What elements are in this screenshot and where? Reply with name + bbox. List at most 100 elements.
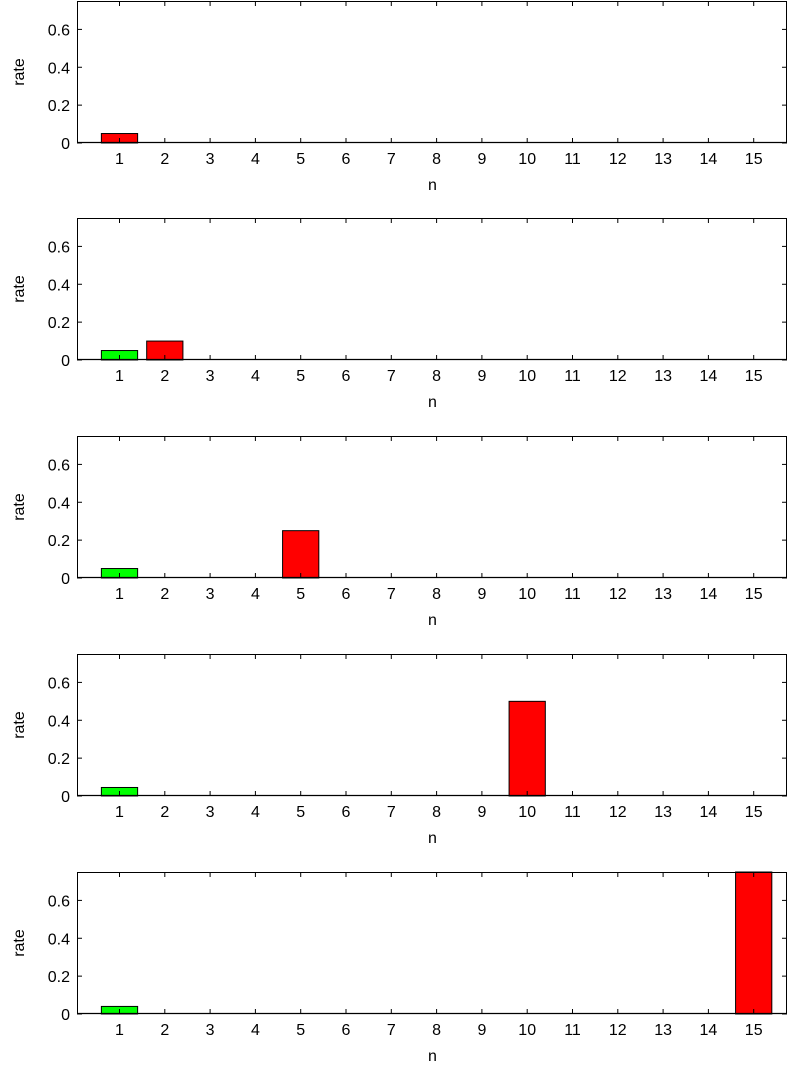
x-tick-label: 11 bbox=[564, 368, 581, 385]
y-tick-label: 0.6 bbox=[48, 893, 70, 910]
x-tick-label: 9 bbox=[477, 151, 486, 168]
x-tick-label: 12 bbox=[609, 586, 627, 603]
y-tick-label: 0.6 bbox=[48, 675, 70, 692]
x-tick-label: 4 bbox=[251, 151, 260, 168]
x-tick-label: 4 bbox=[251, 586, 260, 603]
plot-area bbox=[77, 218, 787, 360]
x-tick-label: 14 bbox=[700, 586, 718, 603]
x-tick-label: 10 bbox=[518, 151, 536, 168]
x-tick-label: 1 bbox=[115, 804, 124, 821]
plot-area bbox=[77, 654, 787, 796]
x-tick-label: 3 bbox=[206, 804, 215, 821]
plot-area bbox=[77, 436, 787, 578]
x-tick-label: 7 bbox=[387, 804, 396, 821]
x-tick-label: 1 bbox=[115, 151, 124, 168]
y-tick-label: 0 bbox=[61, 1007, 70, 1024]
axes-frame bbox=[77, 436, 787, 578]
x-tick-label: 3 bbox=[206, 586, 215, 603]
x-tick-label: 2 bbox=[160, 1022, 169, 1039]
axes-frame bbox=[77, 218, 787, 360]
y-tick-label: 0 bbox=[61, 571, 70, 588]
x-tick-label: 6 bbox=[342, 1022, 351, 1039]
x-tick-label: 13 bbox=[654, 151, 672, 168]
x-tick-label: 7 bbox=[387, 1022, 396, 1039]
x-tick-label: 7 bbox=[387, 368, 396, 385]
y-tick-label: 0.4 bbox=[48, 495, 70, 512]
y-tick-label: 0.4 bbox=[48, 60, 70, 77]
x-axis-label: n bbox=[428, 612, 437, 629]
x-tick-label: 12 bbox=[609, 151, 627, 168]
x-tick-label: 1 bbox=[115, 368, 124, 385]
y-axis-label: rate bbox=[11, 58, 28, 86]
y-tick-label: 0.2 bbox=[48, 98, 70, 115]
x-tick-label: 8 bbox=[432, 368, 441, 385]
x-tick-label: 9 bbox=[477, 368, 486, 385]
x-tick-label: 13 bbox=[654, 1022, 672, 1039]
x-tick-label: 7 bbox=[387, 586, 396, 603]
y-tick-label: 0.6 bbox=[48, 239, 70, 256]
axes-frame bbox=[77, 654, 787, 796]
x-axis-label: n bbox=[428, 394, 437, 411]
x-tick-label: 3 bbox=[206, 368, 215, 385]
x-tick-label: 3 bbox=[206, 151, 215, 168]
axes-frame bbox=[77, 872, 787, 1014]
x-tick-label: 13 bbox=[654, 804, 672, 821]
plot-area bbox=[77, 1, 787, 143]
y-tick-label: 0 bbox=[61, 789, 70, 806]
x-tick-label: 5 bbox=[296, 1022, 305, 1039]
x-tick-label: 4 bbox=[251, 1022, 260, 1039]
y-tick-label: 0.4 bbox=[48, 713, 70, 730]
y-tick-label: 0.2 bbox=[48, 533, 70, 550]
y-tick-label: 0.2 bbox=[48, 751, 70, 768]
x-tick-label: 2 bbox=[160, 368, 169, 385]
x-tick-label: 3 bbox=[206, 1022, 215, 1039]
x-tick-label: 10 bbox=[518, 368, 536, 385]
x-tick-label: 13 bbox=[654, 586, 672, 603]
x-tick-label: 15 bbox=[745, 1022, 763, 1039]
x-tick-label: 10 bbox=[518, 804, 536, 821]
x-tick-label: 15 bbox=[745, 586, 763, 603]
x-tick-label: 8 bbox=[432, 804, 441, 821]
x-tick-label: 14 bbox=[700, 804, 718, 821]
x-axis-label: n bbox=[428, 177, 437, 194]
x-tick-label: 5 bbox=[296, 586, 305, 603]
x-tick-label: 5 bbox=[296, 804, 305, 821]
y-tick-label: 0.6 bbox=[48, 457, 70, 474]
x-tick-label: 2 bbox=[160, 804, 169, 821]
x-tick-label: 6 bbox=[342, 368, 351, 385]
x-tick-label: 9 bbox=[477, 804, 486, 821]
axes-frame bbox=[77, 1, 787, 143]
x-tick-label: 10 bbox=[518, 586, 536, 603]
y-axis-label: rate bbox=[11, 493, 28, 521]
y-tick-label: 0.2 bbox=[48, 315, 70, 332]
x-tick-label: 1 bbox=[115, 1022, 124, 1039]
x-tick-label: 12 bbox=[609, 1022, 627, 1039]
x-tick-label: 15 bbox=[745, 151, 763, 168]
x-tick-label: 2 bbox=[160, 151, 169, 168]
bar-red-n15 bbox=[735, 871, 773, 1015]
x-tick-label: 12 bbox=[609, 804, 627, 821]
x-tick-label: 2 bbox=[160, 586, 169, 603]
x-tick-label: 4 bbox=[251, 804, 260, 821]
x-tick-label: 1 bbox=[115, 586, 124, 603]
x-axis-label: n bbox=[428, 830, 437, 847]
x-tick-label: 14 bbox=[700, 151, 718, 168]
y-tick-label: 0.6 bbox=[48, 22, 70, 39]
y-tick-label: 0 bbox=[61, 136, 70, 153]
x-tick-label: 13 bbox=[654, 368, 672, 385]
x-tick-label: 8 bbox=[432, 1022, 441, 1039]
x-tick-label: 15 bbox=[745, 804, 763, 821]
x-tick-label: 6 bbox=[342, 804, 351, 821]
x-tick-label: 11 bbox=[564, 151, 581, 168]
x-tick-label: 4 bbox=[251, 368, 260, 385]
bar-red-n10 bbox=[508, 700, 546, 797]
x-tick-label: 15 bbox=[745, 368, 763, 385]
x-tick-label: 8 bbox=[432, 586, 441, 603]
bar-red-n5 bbox=[282, 530, 320, 579]
